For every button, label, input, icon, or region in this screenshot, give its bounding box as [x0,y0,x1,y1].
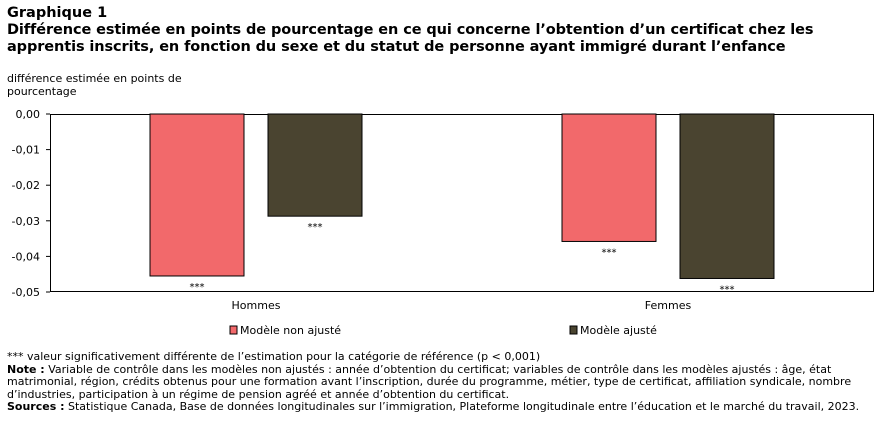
legend-swatch [229,325,238,335]
legend-label: Modèle ajusté [580,324,657,337]
legend-label: Modèle non ajusté [240,324,341,337]
y-tick-label: -0,03 [12,215,40,228]
bar [679,113,775,279]
y-axis-label: différence estimée en points de pourcent… [7,72,182,98]
note-paragraph: Note : Variable de contrôle dans les mod… [7,362,881,402]
sources-label: Sources : [7,400,65,413]
note-label: Note : [7,362,45,376]
x-tick-label: Femmes [645,299,692,312]
y-tick-label: -0,04 [12,250,40,263]
y-tick-label: -0,02 [12,179,40,192]
sources-paragraph: Sources : Statistique Canada, Base de do… [7,400,881,414]
bar-annotation: *** [190,282,205,293]
bar-annotation: *** [308,222,323,233]
legend-swatch [569,325,578,335]
bar-annotation: *** [720,284,735,295]
sources-text: Statistique Canada, Base de données long… [64,400,860,413]
bar [267,113,363,217]
x-tick-label: Hommes [232,299,281,312]
bar-chart: 0,00 -0,01 -0,02 -0,03 -0,04 -0,05 *** *** Homme… [12,108,874,337]
bar [149,113,245,277]
note-text: Variable de contrôle dans les modèles no… [7,362,852,401]
y-tick-label: -0,01 [12,144,40,157]
significance-note: *** valeur significativement différente … [7,350,541,363]
bar [561,113,657,242]
chart-title: Graphique 1 [7,5,108,21]
bar-annotation: *** [602,247,617,258]
footnotes: *** valeur significativement différente … [7,350,881,414]
y-tick-label: -0,05 [12,286,40,299]
chart-subtitle: Différence estimée en points de pourcent… [7,22,814,55]
y-tick-label: 0,00 [16,108,41,121]
